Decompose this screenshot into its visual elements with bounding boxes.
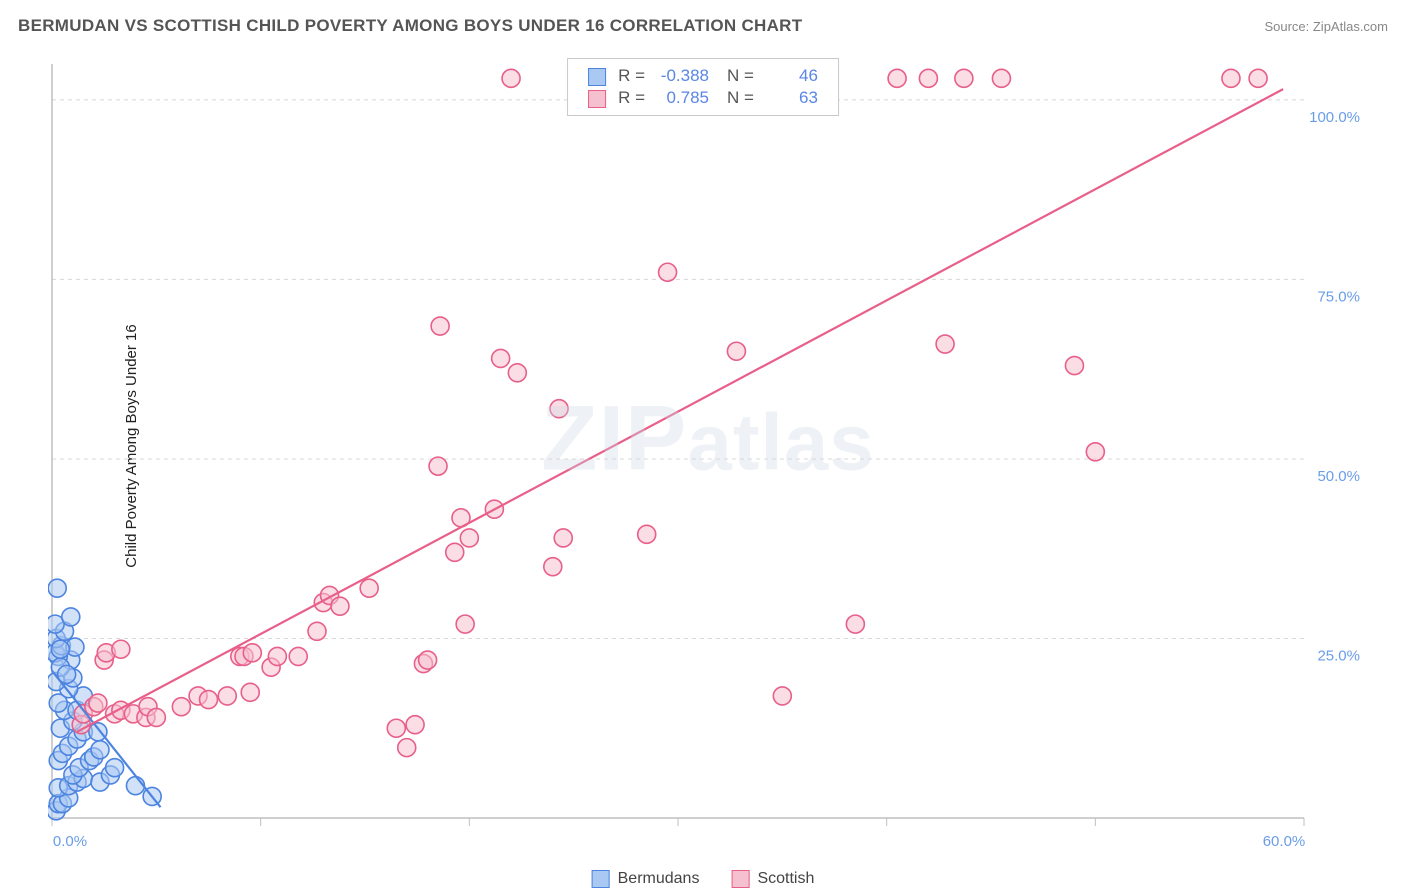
data-point [147, 708, 165, 726]
data-point [243, 644, 261, 662]
data-point [429, 457, 447, 475]
stat-r-value: -0.388 [657, 66, 709, 86]
stat-n-label: N = [715, 65, 760, 87]
data-point [773, 687, 791, 705]
data-point [508, 364, 526, 382]
data-point [172, 698, 190, 716]
data-point [446, 543, 464, 561]
data-point [331, 597, 349, 615]
data-point [638, 525, 656, 543]
data-point [992, 69, 1010, 87]
source-link[interactable]: ZipAtlas.com [1313, 19, 1388, 34]
data-point [1065, 357, 1083, 375]
data-point [492, 349, 510, 367]
data-point [460, 529, 478, 547]
data-point [919, 69, 937, 87]
stat-r-label: R = [612, 65, 651, 87]
data-point [727, 342, 745, 360]
data-point [308, 622, 326, 640]
x-tick-label: 0.0% [53, 833, 87, 850]
stat-r-value: 0.785 [657, 88, 709, 108]
legend-item: Bermudans [592, 870, 700, 888]
trend-line [77, 89, 1283, 732]
legend-item: Scottish [731, 870, 814, 888]
chart-title: BERMUDAN VS SCOTTISH CHILD POVERTY AMONG… [18, 16, 802, 36]
correlation-stats-box: R = -0.388 N = 46 R = 0.785 N = 63 [567, 58, 839, 116]
data-point [360, 579, 378, 597]
legend-swatch [588, 68, 606, 86]
stat-n-value: 46 [766, 66, 818, 86]
y-tick-label: 50.0% [1317, 468, 1360, 485]
data-point [289, 647, 307, 665]
data-point [406, 716, 424, 734]
data-point [200, 691, 218, 709]
data-point [268, 647, 286, 665]
legend-swatch [588, 90, 606, 108]
data-point [241, 683, 259, 701]
data-point [936, 335, 954, 353]
data-point [955, 69, 973, 87]
legend-label: Scottish [757, 870, 814, 888]
data-point [91, 741, 109, 759]
legend-swatch [592, 870, 610, 888]
data-point [398, 739, 416, 757]
data-point [1222, 69, 1240, 87]
data-point [419, 651, 437, 669]
data-point [112, 640, 130, 658]
data-point [846, 615, 864, 633]
data-point [1086, 443, 1104, 461]
legend-swatch [731, 870, 749, 888]
data-point [89, 694, 107, 712]
data-point [544, 558, 562, 576]
stat-n-value: 63 [766, 88, 818, 108]
y-tick-label: 75.0% [1317, 288, 1360, 305]
data-point [431, 317, 449, 335]
data-point [456, 615, 474, 633]
source-attribution: Source: ZipAtlas.com [1264, 19, 1388, 34]
plot-area: 25.0%50.0%75.0%100.0%0.0%60.0% ZIPatlas [48, 58, 1368, 852]
data-point [387, 719, 405, 737]
data-point [106, 759, 124, 777]
data-point [48, 579, 66, 597]
data-point [502, 69, 520, 87]
data-point [51, 640, 69, 658]
y-tick-label: 25.0% [1317, 647, 1360, 664]
data-point [1249, 69, 1267, 87]
data-point [218, 687, 236, 705]
scatter-chart: 25.0% 50.0% 75.0% 100.0% 0.0% 60.0% [48, 58, 1368, 852]
legend-label: Bermudans [618, 870, 700, 888]
x-tick-label: 60.0% [1263, 833, 1306, 850]
legend: Bermudans Scottish [592, 870, 815, 888]
y-tick-label: 100.0% [1309, 109, 1360, 126]
data-point [554, 529, 572, 547]
data-point [659, 263, 677, 281]
data-point [62, 608, 80, 626]
data-point [888, 69, 906, 87]
stat-r-label: R = [612, 87, 651, 109]
data-point [550, 400, 568, 418]
stat-n-label: N = [715, 87, 760, 109]
data-point [126, 777, 144, 795]
